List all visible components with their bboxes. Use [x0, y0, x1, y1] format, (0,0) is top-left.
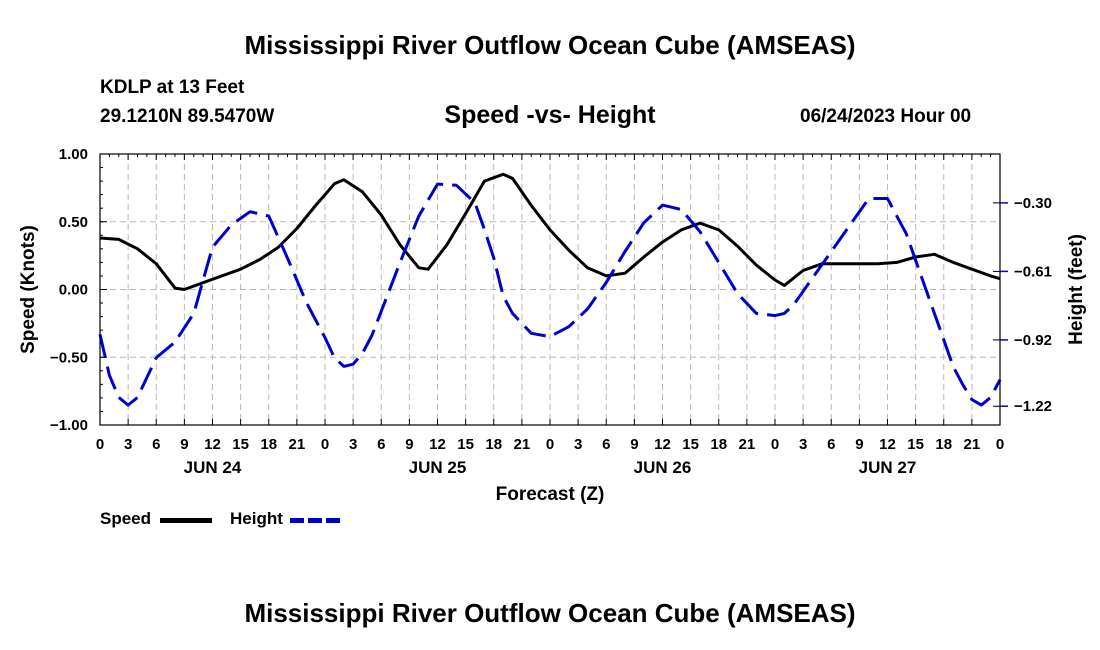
y-tick-label: 1.00	[59, 146, 88, 163]
day-label: JUN 24	[184, 458, 242, 477]
x-tick-label: 0	[96, 436, 104, 453]
x-tick-label: 3	[799, 436, 807, 453]
day-label: JUN 27	[859, 458, 917, 477]
x-tick-label: 18	[935, 436, 952, 453]
chart-title-repeat: Mississippi River Outflow Ocean Cube (AM…	[244, 598, 856, 628]
x-tick-label: 3	[574, 436, 582, 453]
x-tick-label: 18	[710, 436, 727, 453]
chart-subtitle: Speed -vs- Height	[444, 101, 656, 129]
x-tick-label: 0	[771, 436, 779, 453]
y-tick-label: −0.50	[50, 349, 88, 366]
x-tick-label: 6	[377, 436, 385, 453]
speed-series-line	[99, 172, 1001, 291]
x-tick-label: 12	[204, 436, 221, 453]
x-tick-label: 9	[855, 436, 863, 453]
y-axis-title: Speed (Knots)	[18, 225, 39, 354]
y2-axis-title: Height (feet)	[1066, 234, 1087, 345]
y2-tick-label: −0.92	[1014, 332, 1052, 349]
x-tick-label: 6	[827, 436, 835, 453]
x-tick-label: 21	[289, 436, 306, 453]
forecast-datetime: 06/24/2023 Hour 00	[800, 106, 972, 127]
x-tick-label: 0	[321, 436, 329, 453]
y2-tick-label: −0.30	[1014, 195, 1052, 212]
x-tick-label: 15	[232, 436, 249, 453]
plot-frame	[99, 153, 1001, 426]
x-tick-label: 9	[405, 436, 413, 453]
x-tick-label: 21	[514, 436, 531, 453]
x-tick-label: 6	[602, 436, 610, 453]
x-tick-label: 21	[739, 436, 756, 453]
x-tick-label: 9	[630, 436, 638, 453]
station-coordinates: 29.1210N 89.5470W	[100, 106, 275, 127]
legend-height-swatch	[290, 518, 342, 523]
x-tick-label: 3	[349, 436, 357, 453]
height-series-line	[98, 182, 1002, 407]
x-tick-label: 12	[429, 436, 446, 453]
x-tick-label: 12	[879, 436, 896, 453]
x-tick-label: 9	[180, 436, 188, 453]
legend-height-label: Height	[230, 509, 283, 528]
legend-speed-swatch	[160, 518, 212, 523]
y-tick-label: 0.00	[59, 282, 88, 299]
day-label: JUN 25	[409, 458, 467, 477]
x-tick-label: 6	[152, 436, 160, 453]
y-tick-label: 0.50	[59, 214, 88, 231]
x-tick-label: 15	[907, 436, 924, 453]
station-label: KDLP at 13 Feet	[100, 77, 245, 98]
x-tick-label: 21	[964, 436, 981, 453]
x-tick-label: 12	[654, 436, 671, 453]
day-label: JUN 26	[634, 458, 692, 477]
y-tick-label: −1.00	[50, 417, 88, 434]
x-tick-label: 15	[457, 436, 474, 453]
x-tick-label: 15	[682, 436, 699, 453]
x-tick-label: 18	[485, 436, 502, 453]
x-tick-label: 0	[996, 436, 1004, 453]
chart-title: Mississippi River Outflow Ocean Cube (AM…	[244, 30, 856, 60]
x-axis-title: Forecast (Z)	[496, 484, 605, 505]
x-tick-label: 18	[260, 436, 277, 453]
x-tick-label: 0	[546, 436, 554, 453]
x-tick-label: 3	[124, 436, 132, 453]
y2-tick-label: −1.22	[1014, 398, 1052, 415]
y2-tick-label: −0.61	[1014, 263, 1052, 280]
legend-speed-label: Speed	[100, 509, 152, 528]
